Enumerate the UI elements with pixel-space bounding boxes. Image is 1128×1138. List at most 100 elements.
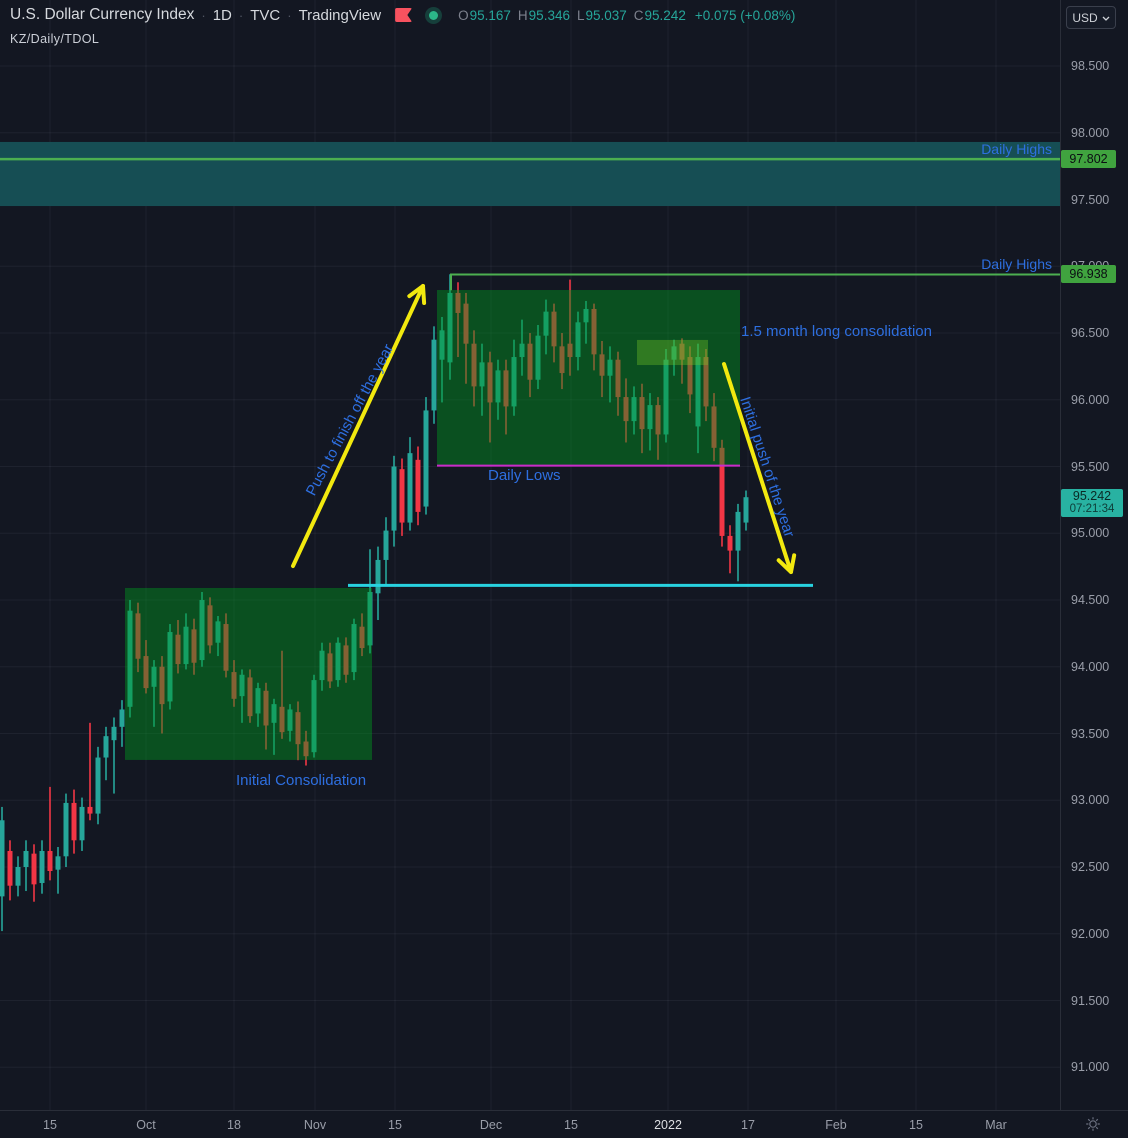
price-level-badge-96938: 96.938 (1061, 265, 1116, 283)
symbol-legend[interactable]: U.S. Dollar Currency Index · 1D · TVC · … (10, 6, 795, 24)
candle-body (447, 292, 453, 363)
open-value: 95.167 (469, 7, 511, 23)
candle-body (207, 605, 213, 646)
candle-body (103, 736, 109, 758)
time-tick-label: 17 (741, 1118, 755, 1132)
ohlc-values: O 95.167 H 95.346 L 95.037 C 95.242 +0.0… (458, 8, 795, 23)
exchange-label[interactable]: TVC (250, 6, 281, 24)
price-axis[interactable]: 98.50098.00097.50097.00096.50096.00095.5… (1060, 0, 1128, 1110)
close-label: C (633, 7, 644, 23)
vendor-label: TradingView (298, 6, 382, 24)
high-label: H (517, 7, 528, 23)
separator-dot: · (238, 7, 244, 23)
candle-body (535, 335, 541, 380)
candle-body (711, 406, 717, 448)
candle-body (143, 656, 149, 689)
candle-body (495, 370, 501, 403)
candle-body (303, 741, 309, 757)
candle-body (311, 680, 317, 753)
market-status-icon[interactable] (425, 6, 443, 24)
time-tick-label: Dec (479, 1118, 503, 1132)
candle-body (543, 311, 549, 336)
candle-body (695, 357, 701, 427)
candle-body (391, 466, 397, 531)
candle-body (455, 292, 461, 313)
candle-body (31, 853, 37, 885)
low-label: L (576, 7, 585, 23)
price-tick-label: 91.000 (1071, 1060, 1110, 1075)
candle-body (615, 359, 621, 398)
time-tick-label: 2022 (654, 1118, 682, 1132)
candle-body (159, 666, 165, 705)
candle-body (431, 339, 437, 411)
time-axis[interactable]: 15 Oct 18 Nov 15 Dec 15 2022 17 Feb 15 Mar (0, 1110, 1128, 1138)
candle-body (415, 459, 421, 512)
candle-body (351, 624, 357, 673)
candle-body (7, 850, 13, 886)
price-tick-label: 95.000 (1071, 526, 1110, 541)
candle-body (39, 850, 45, 884)
small-consolidation-box (637, 339, 708, 366)
candle-body (167, 632, 173, 702)
candle-body (263, 690, 269, 726)
candle-body (591, 308, 597, 355)
candle-body (183, 626, 189, 665)
candle-body (247, 677, 253, 717)
candle-body (511, 357, 517, 407)
candle-body (199, 600, 205, 661)
time-tick-label: 15 (909, 1118, 923, 1132)
gear-icon (1086, 1117, 1100, 1131)
timezone-settings-button[interactable] (1085, 1116, 1101, 1132)
flagged-symbol-icon[interactable] (395, 8, 413, 22)
daily-highs-line-2 (450, 273, 1060, 291)
price-tick-label: 96.500 (1071, 326, 1110, 340)
chart-note[interactable]: KZ/Daily/TDOL (10, 32, 100, 46)
candle-body (655, 405, 661, 435)
time-tick-label: Oct (136, 1118, 156, 1132)
candle-body (607, 359, 613, 376)
candle-body (0, 820, 5, 897)
time-tick-label: 15 (43, 1118, 57, 1132)
candle-body (663, 359, 669, 435)
candle-body (631, 397, 637, 422)
candle-body (87, 806, 93, 814)
candle-body (287, 709, 293, 731)
candle-body (519, 343, 525, 358)
candle-body (679, 343, 685, 360)
candle-body (271, 704, 277, 723)
currency-selector-button[interactable]: USD (1066, 6, 1116, 29)
symbol-title[interactable]: U.S. Dollar Currency Index (10, 6, 195, 23)
candle-body (279, 706, 285, 733)
push-down-arrow-head (776, 553, 797, 574)
candle-body (583, 308, 589, 323)
price-tick-label: 91.500 (1071, 993, 1110, 1008)
candle-body (551, 311, 557, 347)
push-down-arrow (722, 362, 793, 574)
interval-label[interactable]: 1D (212, 6, 232, 24)
candle-body (111, 726, 117, 741)
candle-body (423, 410, 429, 507)
candle-body (439, 330, 445, 360)
candle-body (703, 357, 709, 407)
candle-body (359, 626, 365, 649)
candle-body (623, 397, 629, 422)
candle-body (487, 362, 493, 403)
currency-label: USD (1072, 10, 1098, 25)
candle-body (231, 672, 237, 699)
push-up-arrow (291, 284, 425, 568)
close-value: 95.242 (644, 7, 686, 23)
candle-body (599, 354, 605, 376)
candle-body (575, 322, 581, 358)
price-tick-label: 97.500 (1071, 192, 1110, 207)
candle-body (151, 666, 157, 687)
chevron-down-icon (1102, 16, 1110, 21)
price-tick-label: 93.500 (1071, 726, 1110, 741)
candle-body (95, 757, 101, 814)
candle-body (639, 397, 645, 430)
price-chart-canvas[interactable] (0, 0, 1060, 1110)
price-tick-label: 92.000 (1071, 926, 1110, 941)
current-price-badge: 95.242 07:21:34 (1061, 489, 1123, 517)
candle-body (375, 559, 381, 594)
candle-body (735, 511, 741, 551)
